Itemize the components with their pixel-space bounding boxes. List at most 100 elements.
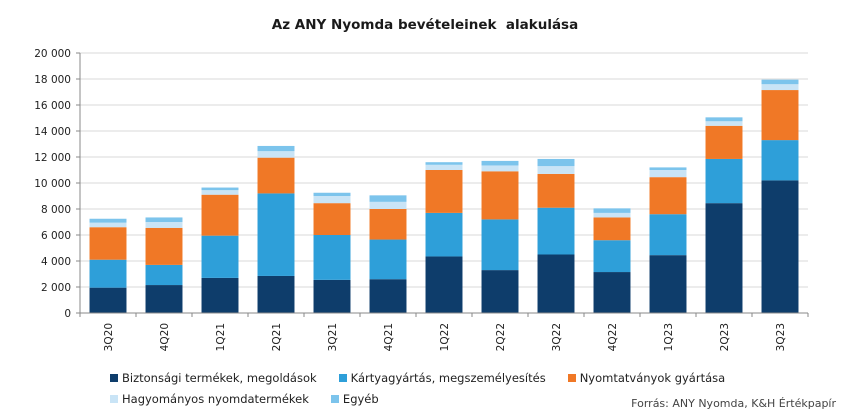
- bar-segment: [425, 162, 463, 165]
- y-tick-label: 20 000: [34, 48, 71, 60]
- x-tick-label: 2Q23: [719, 323, 731, 351]
- chart-title: Az ANY Nyomda bevételeinek alakulása: [271, 17, 579, 33]
- bar-segment: [537, 173, 575, 208]
- legend-label: Hagyományos nyomdatermékek: [122, 391, 309, 406]
- x-tick-label: 3Q21: [327, 323, 339, 351]
- x-tick-label: 3Q22: [551, 323, 563, 351]
- bar-segment: [257, 157, 295, 194]
- legend-label: Egyéb: [342, 391, 379, 406]
- source-note: Forrás: ANY Nyomda, K&H Értékpapír: [631, 397, 836, 410]
- bar-segment: [649, 177, 687, 215]
- bar-segment: [425, 212, 463, 257]
- bar-segment: [257, 275, 295, 313]
- legend-item: Nyomtatványok gyártása: [567, 370, 726, 385]
- legend-swatch: [110, 373, 118, 382]
- legend-item: Hagyományos nyomdatermékek: [110, 392, 309, 406]
- bars: [89, 79, 799, 313]
- bar-segment: [425, 170, 463, 213]
- bar-segment: [537, 166, 575, 174]
- bar-segment: [705, 125, 743, 159]
- bar-segment: [537, 254, 575, 313]
- bar-segment: [369, 195, 407, 202]
- bar-segment: [369, 209, 407, 240]
- bar-segment: [145, 285, 183, 313]
- bar-segment: [537, 207, 575, 255]
- y-tick-label: 10 000: [34, 178, 71, 190]
- bar-segment: [201, 194, 239, 236]
- y-tick-label: 12 000: [34, 152, 71, 164]
- axes: [76, 52, 809, 317]
- bar-segment: [481, 160, 519, 166]
- bar-segment: [313, 203, 351, 235]
- legend: Biztonsági termékek, megoldások Kártyagyá…: [110, 367, 730, 409]
- bar-segment: [313, 196, 351, 204]
- bar-segment: [369, 279, 407, 313]
- bar-segment: [145, 217, 183, 222]
- axis-labels: 0 2 000 4 000 6 000 8 000 10 000 12 000 14 000 1…: [34, 48, 787, 351]
- legend-label: Biztonsági termékek, megoldások: [122, 370, 317, 385]
- bar-segment: [257, 151, 295, 158]
- y-tick-label: 0: [64, 308, 71, 320]
- legend-row: Biztonsági termékek, megoldások Kártyagyá…: [110, 367, 730, 388]
- bar-segment: [313, 192, 351, 196]
- y-tick-label: 14 000: [34, 126, 71, 138]
- bar-segment: [89, 222, 127, 228]
- legend-swatch: [338, 373, 347, 382]
- x-tick-label: 1Q22: [439, 323, 451, 351]
- bar-segment: [761, 180, 799, 313]
- bar-segment: [201, 235, 239, 278]
- x-tick-label: 1Q21: [215, 323, 227, 351]
- bar-segment: [705, 117, 743, 122]
- bar-segment: [481, 219, 519, 271]
- x-tick-label: 3Q20: [103, 323, 115, 351]
- bar-segment: [649, 255, 687, 313]
- bar-segment: [201, 277, 239, 313]
- bar-segment: [201, 187, 239, 191]
- legend-item: Biztonsági termékek, megoldások: [110, 371, 317, 385]
- legend-swatch: [330, 394, 339, 403]
- bar-segment: [201, 190, 239, 195]
- bar-segment: [649, 167, 687, 170]
- y-tick-label: 16 000: [34, 100, 71, 112]
- bar-segment: [89, 259, 127, 288]
- bar-segment: [369, 239, 407, 280]
- y-tick-label: 4 000: [41, 256, 71, 268]
- bar-segment: [593, 272, 631, 313]
- bar-segment: [649, 214, 687, 256]
- bar-segment: [425, 256, 463, 313]
- y-tick-label: 8 000: [41, 204, 71, 216]
- bar-segment: [705, 158, 743, 204]
- bar-segment: [145, 227, 183, 265]
- bar-segment: [313, 235, 351, 280]
- bar-segment: [761, 140, 799, 181]
- bar-segment: [481, 171, 519, 220]
- legend-swatch: [110, 394, 118, 403]
- bar-segment: [481, 270, 519, 313]
- legend-swatch: [567, 373, 576, 382]
- x-tick-label: 2Q22: [495, 323, 507, 351]
- bar-segment: [537, 158, 575, 167]
- y-tick-label: 18 000: [34, 74, 71, 86]
- x-tick-label: 1Q23: [663, 323, 675, 351]
- x-tick-label: 4Q20: [159, 323, 171, 351]
- bar-segment: [593, 217, 631, 241]
- bar-segment: [89, 227, 127, 260]
- bar-segment: [593, 212, 631, 218]
- x-tick-label: 4Q22: [607, 323, 619, 351]
- legend-label: Kártyagyártás, megszemélyesítés: [350, 370, 546, 385]
- bar-segment: [257, 193, 295, 276]
- y-tick-label: 6 000: [41, 230, 71, 242]
- bar-segment: [593, 208, 631, 213]
- bar-segment: [761, 84, 799, 91]
- bar-segment: [369, 201, 407, 209]
- x-tick-label: 2Q21: [271, 323, 283, 351]
- bar-segment: [257, 145, 295, 152]
- bar-segment: [145, 222, 183, 228]
- x-tick-label: 4Q21: [383, 323, 395, 351]
- bar-segment: [705, 203, 743, 313]
- legend-label: Nyomtatványok gyártása: [579, 370, 726, 385]
- bar-segment: [593, 240, 631, 273]
- bar-segment: [89, 287, 127, 313]
- bar-segment: [761, 79, 799, 85]
